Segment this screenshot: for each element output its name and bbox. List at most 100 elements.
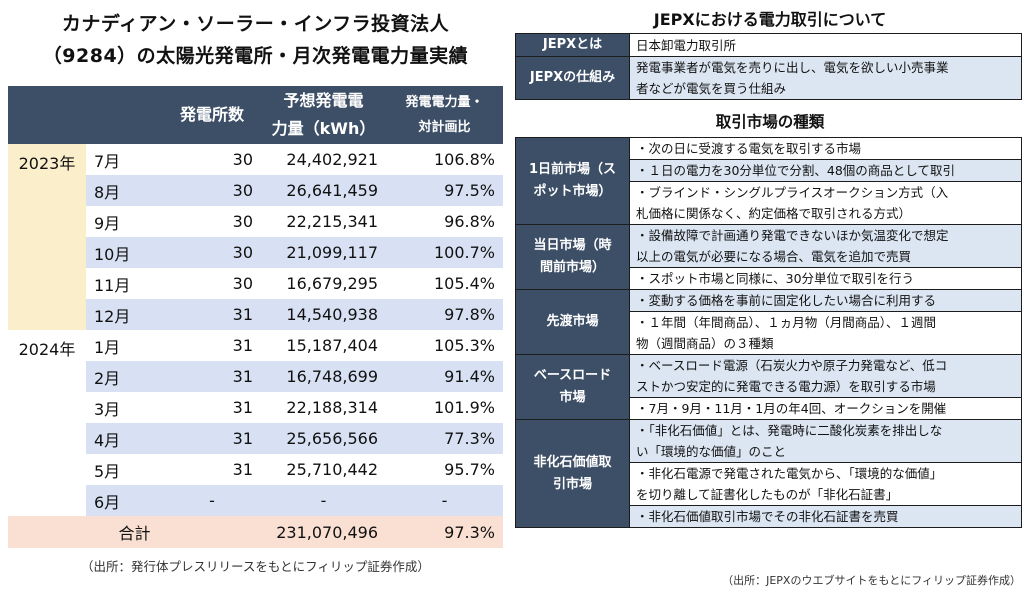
market-head-intraday: 当日市場（時 間前市場）: [515, 224, 630, 290]
ratio-cell: 105.4%: [433, 274, 495, 293]
market-bullet: ・「非化石価値」とは、発電時に二酸化炭素を排出しな い「環境的な価値」のこと: [629, 419, 1022, 463]
year-label-2023: 2023年: [8, 144, 86, 330]
plants-cell: 31: [163, 423, 261, 454]
market-row: ・１年間（年間商品）、１ヵ月物（月間商品）、１週間 物（週間商品）の３種類: [516, 311, 1022, 355]
table-row: 4月 31 25,656,566 77.3%: [8, 423, 503, 454]
header-ratio-line1: 発電電力量・: [405, 95, 484, 110]
header-ratio: 発電電力量・ 対計画比: [386, 86, 503, 144]
plants-cell: 31: [232, 460, 253, 479]
market-bullet: ・非化石電源で発電された電気から、「環境的な価値」 を切り離して証書化したものが…: [629, 462, 1022, 506]
table-row: 2月 31 16,748,699 91.4%: [8, 361, 503, 392]
market-row: ・非化石電源で発電された電気から、「環境的な価値」 を切り離して証書化したものが…: [516, 462, 1022, 506]
forecast-cell: 24,402,921: [286, 150, 378, 169]
total-ratio: 97.3%: [386, 516, 503, 548]
market-head-line: ベースロード: [533, 368, 612, 383]
header-blank: [8, 86, 86, 144]
table-row: 2023年 7月 30 24,402,921 106.8%: [8, 144, 503, 330]
left-title-line2: （9284）の太陽光発電所・月次発電電力量実績: [42, 45, 469, 67]
market-head-line: ポット市場）: [533, 184, 612, 199]
market-head-forward: 先渡市場: [515, 289, 630, 355]
market-row: ・１日の電力を30分単位で分割、48個の商品として取引: [516, 159, 1022, 182]
market-head-line: 非化石価値取: [533, 454, 612, 470]
ratio-cell: -: [386, 485, 503, 516]
right-title: JEPXにおける電力取引について: [653, 10, 887, 29]
plants-cell: 30: [232, 212, 253, 231]
header-forecast-line2: 力量（kWh）: [271, 119, 376, 138]
market-bullet-line: ・非化石電源で発電された電気から、「環境的な価値」: [636, 466, 943, 481]
month-cell: 1月: [94, 337, 121, 357]
ratio-cell: 105.3%: [433, 336, 495, 355]
market-bullet: ・スポット市場と同様に、30分単位で取引を行う: [629, 267, 1022, 290]
ratio-cell: 95.7%: [444, 460, 495, 479]
market-row: ・非化石価値取引市場でその非化石証書を売買: [516, 505, 1022, 528]
market-bullet: ・１日の電力を30分単位で分割、48個の商品として取引: [629, 159, 1022, 182]
ratio-cell: 97.5%: [386, 175, 503, 206]
header-ratio-line2: 対計画比: [418, 120, 471, 135]
table-row: 9月 30 22,215,341 96.8%: [8, 206, 503, 237]
plants-cell: 30: [232, 150, 253, 169]
market-bullet-line: 物（週間商品）の３種類: [636, 336, 774, 351]
market-row: ・7月・9月・11月・1月の年4回、オークションを開催: [516, 397, 1022, 420]
month-cell: 6月: [86, 485, 163, 516]
plants-cell: 30: [163, 175, 261, 206]
market-row: ・ブラインド・シングルプライスオークション方式（入 札価格に関係なく、約定価格で…: [516, 181, 1022, 225]
definition-head: JEPXとは: [515, 33, 630, 57]
table-row: 11月 30 16,679,295 105.4%: [8, 268, 503, 299]
market-bullet-line: ストかつ安定的に発電できる電力源）を取引する市場: [636, 379, 936, 394]
market-bullet-line: 以上の電気が必要になる場合、電気を追加で売買: [636, 249, 912, 264]
forecast-cell: 14,540,938: [261, 299, 386, 330]
market-bullet-line: ・設備故障で計画通り発電できないほか気温変化で想定: [636, 228, 949, 243]
month-cell: 8月: [86, 175, 163, 206]
market-row: 当日市場（時 間前市場） ・設備故障で計画通り発電できないほか気温変化で想定 以…: [515, 224, 1022, 290]
header-plants: 発電所数: [163, 86, 261, 144]
market-head-line: 引市場: [552, 476, 592, 492]
definition-body: 発電事業者が電気を売りに出し、電気を欲しい小売事業 者などが電気を買う仕組み: [629, 56, 1022, 100]
ratio-cell: 101.9%: [433, 398, 495, 417]
market-row: 1日前市場（ス ポット市場） ・次の日に受渡する電気を取引する市場: [515, 137, 1022, 225]
market-row: ・スポット市場と同様に、30分単位で取引を行う: [516, 267, 1022, 290]
ratio-cell: 91.4%: [386, 361, 503, 392]
market-bullet: ・１年間（年間商品）、１ヵ月物（月間商品）、１週間 物（週間商品）の３種類: [629, 311, 1022, 355]
market-bullet-line: ・ベースロード電源（石炭火力や原子力発電など、低コ: [636, 358, 948, 373]
forecast-cell: 21,099,117: [261, 237, 386, 268]
markets-table: 1日前市場（ス ポット市場） ・次の日に受渡する電気を取引する市場 ・１日の電力…: [515, 137, 1022, 528]
total-row: 合計 231,070,496 97.3%: [8, 516, 503, 548]
forecast-cell: 26,641,459: [261, 175, 386, 206]
market-bullet: ・ブラインド・シングルプライスオークション方式（入 札価格に関係なく、約定価格で…: [629, 181, 1022, 225]
market-head-line: 市場: [559, 390, 586, 405]
plants-cell: 31: [163, 361, 261, 392]
forecast-cell: 25,656,566: [261, 423, 386, 454]
total-label: 合計: [8, 516, 261, 548]
month-cell: 10月: [86, 237, 163, 268]
forecast-cell: 25,710,442: [286, 460, 378, 479]
table-row: 12月 31 14,540,938 97.8%: [8, 299, 503, 330]
total-forecast: 231,070,496: [261, 516, 386, 548]
definition-body-line: 発電事業者が電気を売りに出し、電気を欲しい小売事業: [636, 60, 949, 75]
plants-cell: 30: [163, 237, 261, 268]
right-source-note: （出所：JEPXのウエブサイトをもとにフィリップ証券作成）: [722, 574, 1021, 587]
market-head-nonfossil: 非化石価値取 引市場: [515, 419, 630, 528]
ratio-cell: 100.7%: [386, 237, 503, 268]
month-cell: 11月: [94, 275, 131, 295]
month-cell: 7月: [94, 151, 121, 171]
header-blank: [86, 86, 163, 144]
market-bullet-line: ・「非化石価値」とは、発電時に二酸化炭素を排出しな: [636, 423, 943, 438]
ratio-cell: 97.8%: [386, 299, 503, 330]
plants-cell: -: [163, 485, 261, 516]
definition-row: JEPXの仕組み 発電事業者が電気を売りに出し、電気を欲しい小売事業 者などが電…: [515, 56, 1022, 100]
month-cell: 9月: [94, 213, 121, 233]
definition-row: JEPXとは 日本卸電力取引所: [515, 33, 1022, 57]
month-cell: 12月: [86, 299, 163, 330]
forecast-cell: 15,187,404: [286, 336, 378, 355]
month-cell: 4月: [86, 423, 163, 454]
plants-cell: 31: [232, 336, 253, 355]
table-row: 5月 31 25,710,442 95.7%: [8, 454, 503, 485]
market-bullet-line: ・ブラインド・シングルプライスオークション方式（入: [636, 185, 949, 200]
market-bullet-line: 札価格に関係なく、約定価格で取引される方式）: [636, 206, 912, 221]
market-head-line: 1日前市場（ス: [528, 162, 617, 177]
month-cell: 3月: [94, 399, 121, 419]
market-bullet: ・変動する価格を事前に固定化したい場合に利用する: [629, 289, 1022, 312]
ratio-cell: 106.8%: [433, 150, 495, 169]
generation-table: 発電所数 予想発電電 力量（kWh） 発電電力量・ 対計画比 2023年 7月 …: [8, 86, 503, 548]
market-head-baseload: ベースロード 市場: [515, 354, 630, 420]
